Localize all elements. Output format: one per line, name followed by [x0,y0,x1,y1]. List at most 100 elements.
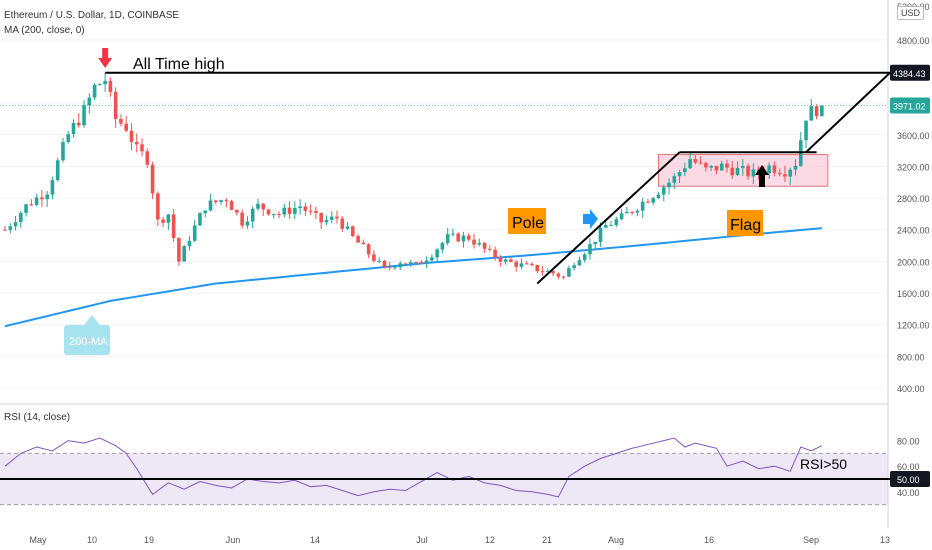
candle-body [630,212,634,214]
time-tick-label: 21 [542,535,552,545]
candle-body [430,257,434,261]
candle-body [424,260,429,264]
last-price-box [890,97,930,114]
candle-body [588,244,592,255]
time-tick-label: 16 [704,535,714,545]
candle-body [66,134,71,143]
candle-body [3,229,7,231]
candle-body [445,234,450,243]
candle-body [161,219,165,223]
candle-body [814,106,819,117]
price-tick-label: 3600.00 [897,131,930,141]
time-tick-label: Sep [803,535,819,545]
candle-body [129,130,134,142]
candle-body [282,207,287,215]
flag-label-box [727,210,763,236]
black-up-arrow-icon [755,165,769,187]
candle-body [646,201,650,203]
candle-body [55,160,60,181]
rsi-legend[interactable]: RSI (14, close) [4,412,71,423]
candle-body [530,263,534,266]
candle-body [82,105,86,126]
candle-body [535,265,540,272]
candle-body [61,142,65,161]
candle-body [493,249,497,258]
candle-body [746,165,750,177]
ma-tag-pointer [84,315,100,325]
price-tick-label: 1600.00 [897,289,930,299]
candle-body [92,84,97,98]
candle-body [714,165,719,171]
candle-body [34,197,39,205]
candle-body [177,238,181,262]
candle-body [103,80,107,85]
candle-body [419,262,424,264]
all-time-high-label: All Time high [133,56,225,73]
candle-body [171,214,176,239]
ma-legend[interactable]: MA (200, close, 0) [4,25,85,36]
candle-body [609,224,613,226]
candle-body [134,141,139,145]
candle-body [772,165,777,173]
time-tick-label: 12 [485,535,495,545]
candle-body [482,243,487,249]
rsi-50-label: 50.00 [897,475,920,485]
rsi-tick-label: 60.00 [897,462,920,472]
candle-body [414,262,418,264]
candle-body [372,254,376,261]
currency-button[interactable]: USD [896,6,924,20]
candle-body [224,200,229,202]
symbol-title: Ethereum / U.S. Dollar, 1D, COINBASE [4,10,180,21]
time-tick-label: 14 [310,535,320,545]
price-tick-label: 4800.00 [897,36,930,46]
candle-body [719,163,724,171]
pole-label-box [508,208,546,234]
candle-body [546,271,550,273]
candle-body [203,210,208,214]
candle-body [751,169,756,177]
candle-body [667,182,671,188]
candle-body [245,221,250,226]
candle-body [150,164,155,194]
candle-body [261,203,266,210]
candle-body [113,91,118,120]
candle-body [319,212,323,223]
candle-body [498,257,503,262]
candle-body [709,165,713,168]
rsi-note-label: RSI>50 [800,456,847,472]
candle-body [477,243,482,245]
candle-body [672,176,677,183]
candle-body [329,216,334,220]
candle-body [145,151,150,165]
price-tick-label: 2800.00 [897,194,930,204]
candle-body [625,212,629,214]
candle-body [777,172,782,175]
time-tick-label: 10 [87,535,97,545]
candle-body [98,84,102,86]
candle-body [540,271,545,273]
candle-body [398,263,403,268]
candle-body [40,197,44,200]
last-price-label: 3971.02 [893,101,926,111]
flag-label: Flag [730,217,761,234]
price-axis-ticks: 5200.004800.004000.003600.003200.002800.… [897,2,930,394]
candle-body [287,207,292,214]
candle-body [820,105,824,117]
ma-tag-box [64,325,110,355]
time-tick-label: Jul [416,535,428,545]
time-tick-label: May [29,535,47,545]
time-tick-label: Jun [226,535,241,545]
candle-body [693,159,698,163]
candle-body [456,233,461,242]
candle-body [271,213,276,215]
candle-body [366,244,371,255]
rsi-line [4,437,823,498]
candle-body [87,97,92,106]
candle-body [8,226,13,230]
candle-body [76,122,81,126]
candle-body [503,259,508,262]
candle-body [614,219,619,225]
candle-body [730,167,735,176]
candle-body [219,200,223,203]
